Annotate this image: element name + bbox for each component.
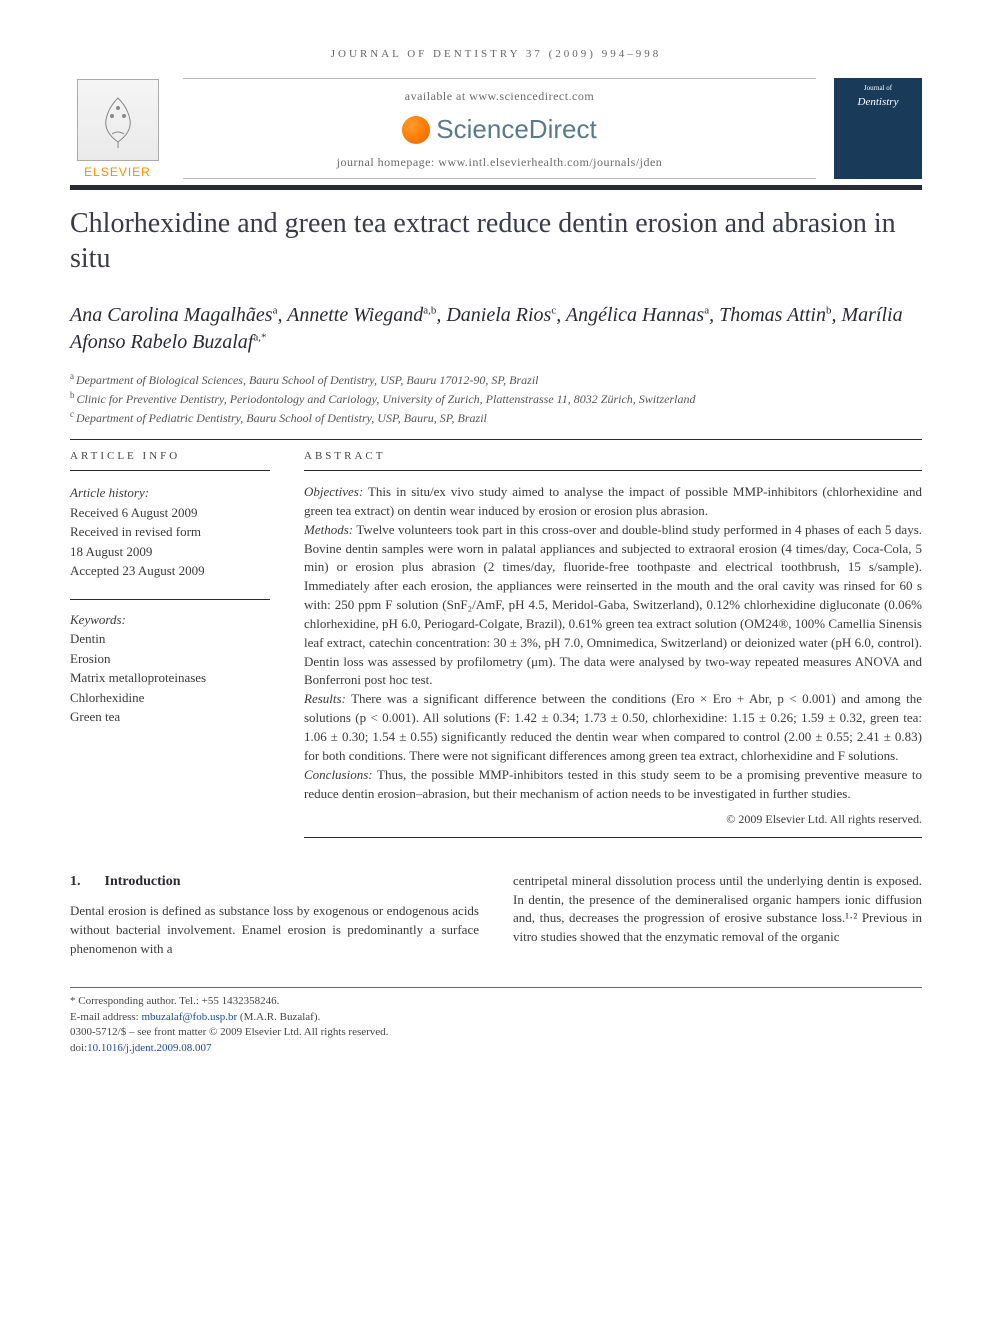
keywords-label: Keywords: (70, 610, 270, 630)
conclusions-text: Thus, the possible MMP-inhibitors tested… (304, 767, 922, 801)
running-head: JOURNAL OF DENTISTRY 37 (2009) 994–998 (70, 48, 922, 60)
journal-homepage-line: journal homepage: www.intl.elsevierhealt… (189, 155, 810, 170)
doi-link[interactable]: 10.1016/j.jdent.2009.08.007 (87, 1042, 211, 1054)
abstract-bottom-rule (304, 837, 922, 838)
history-line: Received in revised form (70, 522, 270, 542)
publisher-name: ELSEVIER (84, 165, 151, 179)
sd-brand-text: ScienceDirect (436, 114, 596, 145)
article-history: Article history: Received 6 August 2009R… (70, 483, 270, 581)
email-label: E-mail address: (70, 1011, 141, 1023)
article-info-heading: ARTICLE INFO (70, 440, 270, 471)
section-number: 1. (70, 874, 81, 889)
issn-line: 0300-5712/$ – see front matter © 2009 El… (70, 1025, 922, 1041)
article-info-column: ARTICLE INFO Article history: Received 6… (70, 440, 270, 838)
sd-swirl-icon (402, 116, 430, 144)
footnotes: * Corresponding author. Tel.: +55 143235… (70, 987, 922, 1058)
email-attribution: (M.A.R. Buzalaf). (237, 1011, 320, 1023)
objectives-label: Objectives: (304, 484, 363, 499)
intro-col1-text: Dental erosion is defined as substance l… (70, 902, 479, 959)
methods-label: Methods: (304, 522, 353, 537)
conclusions-label: Conclusions: (304, 767, 373, 782)
sciencedirect-logo: ScienceDirect (189, 114, 810, 145)
doi-label: doi: (70, 1042, 87, 1054)
intro-col2-text: centripetal mineral dissolution process … (513, 872, 922, 947)
keyword: Dentin (70, 629, 270, 649)
article-title: Chlorhexidine and green tea extract redu… (70, 206, 922, 276)
keyword: Chlorhexidine (70, 688, 270, 708)
keyword: Erosion (70, 649, 270, 669)
title-top-rule (70, 185, 922, 190)
cover-journal-title: Dentistry (838, 96, 918, 108)
introduction-section: 1. Introduction Dental erosion is defined… (70, 872, 922, 959)
results-text: There was a significant difference betwe… (304, 691, 922, 763)
author-email-link[interactable]: mbuzalaf@fob.usp.br (141, 1011, 237, 1023)
keywords-block: Keywords: DentinErosionMatrix metallopro… (70, 610, 270, 727)
affiliation: bClinic for Preventive Dentistry, Period… (70, 389, 922, 408)
affiliations: aDepartment of Biological Sciences, Baur… (70, 370, 922, 427)
keywords-rule (70, 599, 270, 600)
methods-text: Twelve volunteers took part in this cros… (304, 522, 922, 688)
results-label: Results: (304, 691, 346, 706)
doi-line: doi:10.1016/j.jdent.2009.08.007 (70, 1041, 922, 1057)
history-label: Article history: (70, 483, 270, 503)
masthead-center: available at www.sciencedirect.com Scien… (183, 78, 816, 179)
introduction-heading: 1. Introduction (70, 872, 479, 892)
history-line: 18 August 2009 (70, 542, 270, 562)
affiliation: aDepartment of Biological Sciences, Baur… (70, 370, 922, 389)
objectives-text: This in situ/ex vivo study aimed to anal… (304, 484, 922, 518)
history-line: Received 6 August 2009 (70, 503, 270, 523)
email-line: E-mail address: mbuzalaf@fob.usp.br (M.A… (70, 1010, 922, 1026)
keyword: Green tea (70, 707, 270, 727)
abstract-column: ABSTRACT Objectives: This in situ/ex viv… (304, 440, 922, 838)
abstract-body: Objectives: This in situ/ex vivo study a… (304, 483, 922, 829)
section-title: Introduction (105, 874, 181, 889)
history-line: Accepted 23 August 2009 (70, 561, 270, 581)
elsevier-tree-icon (77, 79, 159, 161)
abstract-heading: ABSTRACT (304, 440, 922, 471)
keyword: Matrix metalloproteinases (70, 668, 270, 688)
abstract-copyright: © 2009 Elsevier Ltd. All rights reserved… (304, 811, 922, 828)
publisher-logo: ELSEVIER (70, 78, 165, 179)
available-at-line: available at www.sciencedirect.com (189, 89, 810, 104)
corresponding-author: * Corresponding author. Tel.: +55 143235… (70, 994, 922, 1010)
journal-cover-thumb: Journal of Dentistry (834, 78, 922, 179)
masthead: ELSEVIER available at www.sciencedirect.… (70, 78, 922, 179)
affiliation: cDepartment of Pediatric Dentistry, Baur… (70, 408, 922, 427)
author-list: Ana Carolina Magalhãesa, Annette Wiegand… (70, 302, 922, 356)
